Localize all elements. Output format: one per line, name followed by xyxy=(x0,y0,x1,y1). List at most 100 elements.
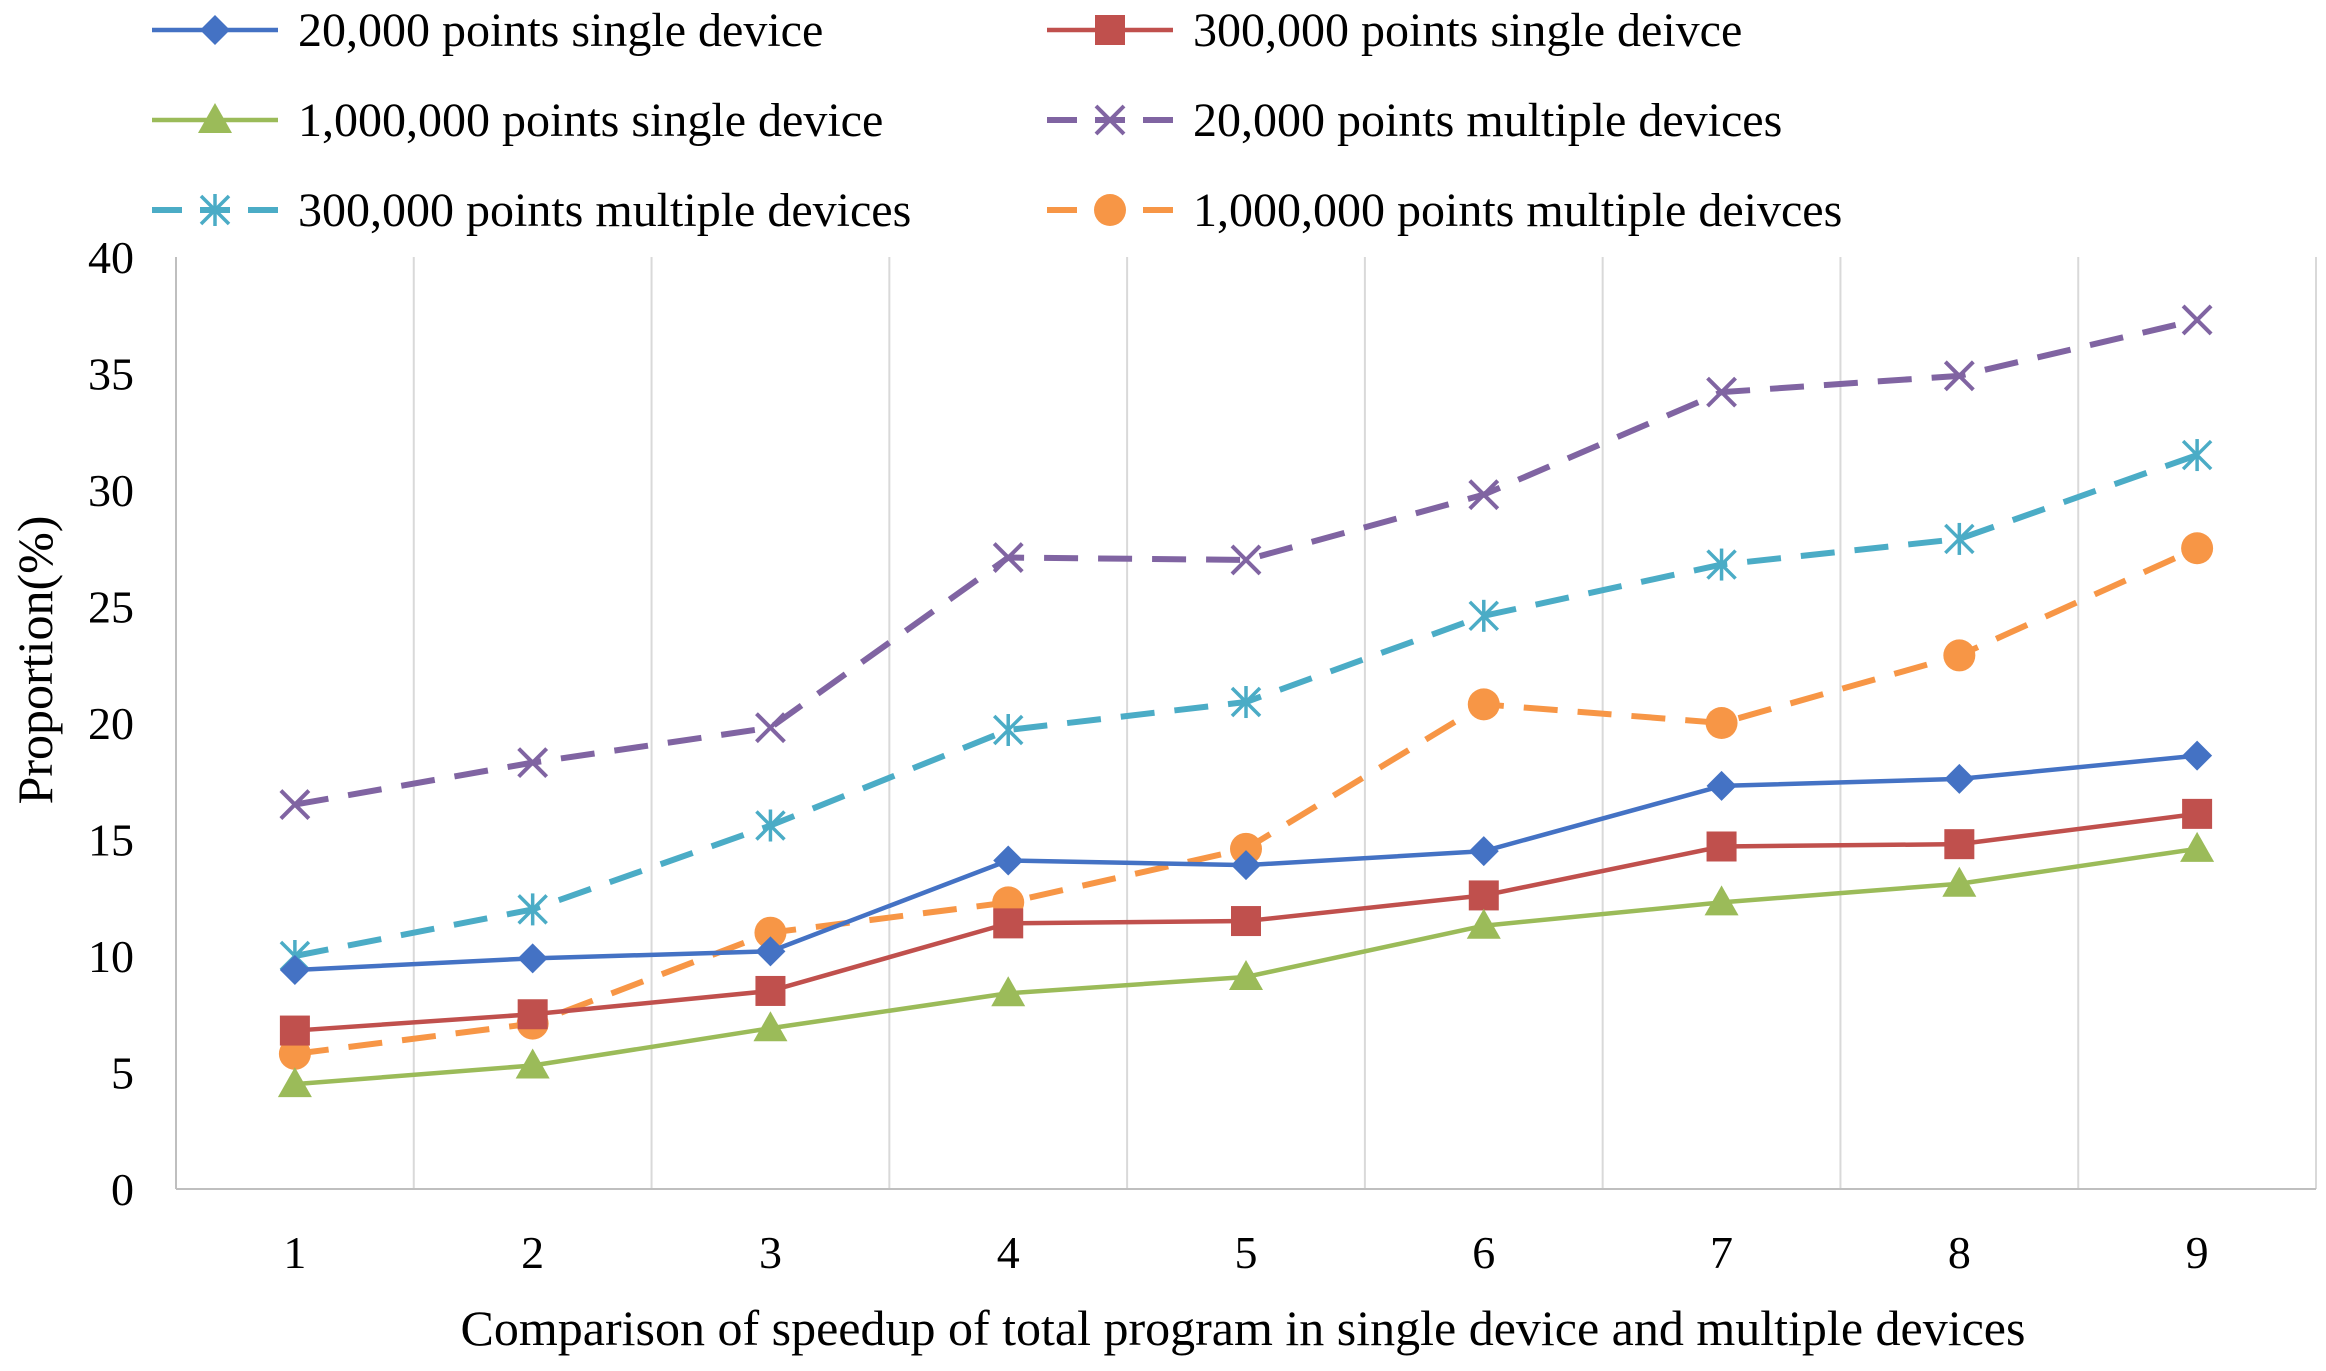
series-6-point-9-circle-marker xyxy=(2181,532,2214,565)
legend: 20,000 points single device 300,000 point… xyxy=(152,4,1842,237)
legend-1-diamond-marker xyxy=(200,15,230,45)
y-tick-label: 25 xyxy=(88,582,134,633)
series-1-point-2-diamond-marker xyxy=(517,943,548,974)
x-stroke xyxy=(992,542,1024,573)
series-3-point-5-triangle-marker xyxy=(1229,959,1263,990)
series-5-point-6-star-marker xyxy=(1468,599,1500,632)
axis-layer: 0 5 10 15 20 25 30 35 40 1 2 3 4 5 6 7 8 9 xyxy=(88,232,2316,1278)
series-1-point-6-diamond-marker xyxy=(1468,836,1499,867)
y-tick-label: 10 xyxy=(88,931,134,982)
series-4-point-7-x-marker xyxy=(1706,376,1737,408)
legend-entry-2: 300,000 points single deivce xyxy=(1047,4,1742,57)
series-1-point-8-diamond-marker xyxy=(1944,763,1975,794)
x-stroke xyxy=(2181,304,2213,336)
series-4-point-5-x-marker xyxy=(1230,544,1262,576)
series-2-point-7-square-marker xyxy=(1706,831,1737,862)
x-stroke xyxy=(1230,544,1262,576)
series-2-point-3-square-marker xyxy=(755,975,786,1006)
grid-layer xyxy=(412,257,2317,1189)
series-6-point-6-circle-marker xyxy=(1467,688,1500,721)
series-6-point-5-circle-marker xyxy=(1230,832,1262,865)
series-1-point-7-diamond-marker xyxy=(1706,770,1737,801)
series-5-point-2-star-marker xyxy=(517,893,548,926)
series-4-point-8-x-marker xyxy=(1943,360,1975,392)
series-1-point-3-diamond-marker xyxy=(755,936,786,967)
series-3-point-3-triangle-marker xyxy=(753,1011,788,1042)
series-2-point-9-square-marker xyxy=(2182,798,2213,829)
series-3-point-4-triangle-marker xyxy=(991,976,1026,1007)
legend-label: 20,000 points multiple devices xyxy=(1193,94,1782,147)
legend-entry-5: 300,000 points multiple devices xyxy=(152,184,911,237)
series-3-point-2-triangle-marker xyxy=(515,1048,550,1079)
series-5-point-3-star-marker xyxy=(755,809,786,842)
series-6-point-1-circle-marker xyxy=(278,1037,311,1070)
y-tick-label: 5 xyxy=(111,1048,134,1099)
series-2-point-6-square-marker xyxy=(1468,880,1499,911)
legend-4-x-marker xyxy=(1094,104,1126,136)
series-2-point-2-square-marker xyxy=(517,999,548,1030)
series-6-point-7-circle-marker xyxy=(1705,707,1738,739)
x-tick-label: 2 xyxy=(521,1227,544,1278)
series-1-point-1-diamond-marker xyxy=(279,954,310,985)
y-tick-label: 20 xyxy=(88,698,134,749)
series-6-point-3-circle-marker xyxy=(754,916,787,949)
series-4-point-9-x-marker xyxy=(2181,304,2213,336)
series-1-point-5-diamond-marker xyxy=(1231,850,1261,881)
series-layer xyxy=(277,304,2215,1098)
y-tick-label: 0 xyxy=(111,1164,134,1215)
series-4-line xyxy=(294,316,2198,808)
series-2-point-5-square-marker xyxy=(1231,906,1261,937)
x-stroke xyxy=(517,747,549,779)
legend-label: 300,000 points single deivce xyxy=(1193,4,1742,57)
x-tick-label: 7 xyxy=(1710,1227,1733,1278)
x-stroke xyxy=(1943,360,1975,392)
x-tick-label: 9 xyxy=(2186,1227,2209,1278)
series-3 xyxy=(277,831,2215,1098)
series-6-point-8-circle-marker xyxy=(1943,639,1976,672)
series-5-point-9-star-marker xyxy=(2181,439,2213,472)
y-tick-label: 35 xyxy=(88,349,134,400)
x-stroke xyxy=(1094,104,1126,136)
series-5-point-5-star-marker xyxy=(1230,686,1262,719)
y-axis-label: Proportion(%) xyxy=(7,516,63,805)
series-1 xyxy=(279,740,2213,985)
y-tick-label: 30 xyxy=(88,465,134,516)
x-axis-label: Comparison of speedup of total program i… xyxy=(461,1300,2026,1356)
legend-entry-6: 1,000,000 points multiple deivces xyxy=(1047,184,1842,237)
x-tick-label: 1 xyxy=(283,1227,306,1278)
x-tick-label: 3 xyxy=(759,1227,782,1278)
series-2-point-4-square-marker xyxy=(993,908,1024,939)
y-tick-label: 15 xyxy=(88,815,134,866)
series-4-point-6-x-marker xyxy=(1468,479,1500,511)
series-3-point-1-triangle-marker xyxy=(277,1067,312,1098)
x-tick-label: 5 xyxy=(1235,1227,1258,1278)
series-5-point-8-star-marker xyxy=(1944,522,1975,555)
y-tick-label: 40 xyxy=(88,232,134,283)
series-3-point-8-triangle-marker xyxy=(1942,866,1977,897)
series-5-point-7-star-marker xyxy=(1706,548,1737,581)
series-3-point-6-triangle-marker xyxy=(1466,908,1501,939)
legend-label: 300,000 points multiple devices xyxy=(298,184,911,237)
series-4-point-3-x-marker xyxy=(755,712,786,744)
x-tick-label: 4 xyxy=(997,1227,1020,1278)
legend-label: 1,000,000 points single device xyxy=(298,94,883,147)
series-4-point-2-x-marker xyxy=(517,747,549,779)
legend-3-triangle-marker xyxy=(198,103,232,133)
series-1-point-9-diamond-marker xyxy=(2182,740,2213,771)
x-stroke xyxy=(1706,376,1737,408)
legend-6-circle-marker xyxy=(1094,194,1126,226)
series-2-point-8-square-marker xyxy=(1944,829,1975,860)
series-3-point-7-triangle-marker xyxy=(1704,885,1739,916)
legend-label: 1,000,000 points multiple deivces xyxy=(1193,184,1842,237)
series-3-point-9-triangle-marker xyxy=(2180,831,2215,862)
series-2 xyxy=(279,798,2213,1046)
series-4-point-4-x-marker xyxy=(992,542,1024,573)
x-stroke xyxy=(1468,479,1500,511)
series-2-point-1-square-marker xyxy=(279,1015,310,1046)
legend-entry-4: 20,000 points multiple devices xyxy=(1047,94,1782,147)
x-tick-label: 8 xyxy=(1948,1227,1971,1278)
legend-2-square-marker xyxy=(1095,15,1125,45)
x-stroke xyxy=(755,712,786,744)
